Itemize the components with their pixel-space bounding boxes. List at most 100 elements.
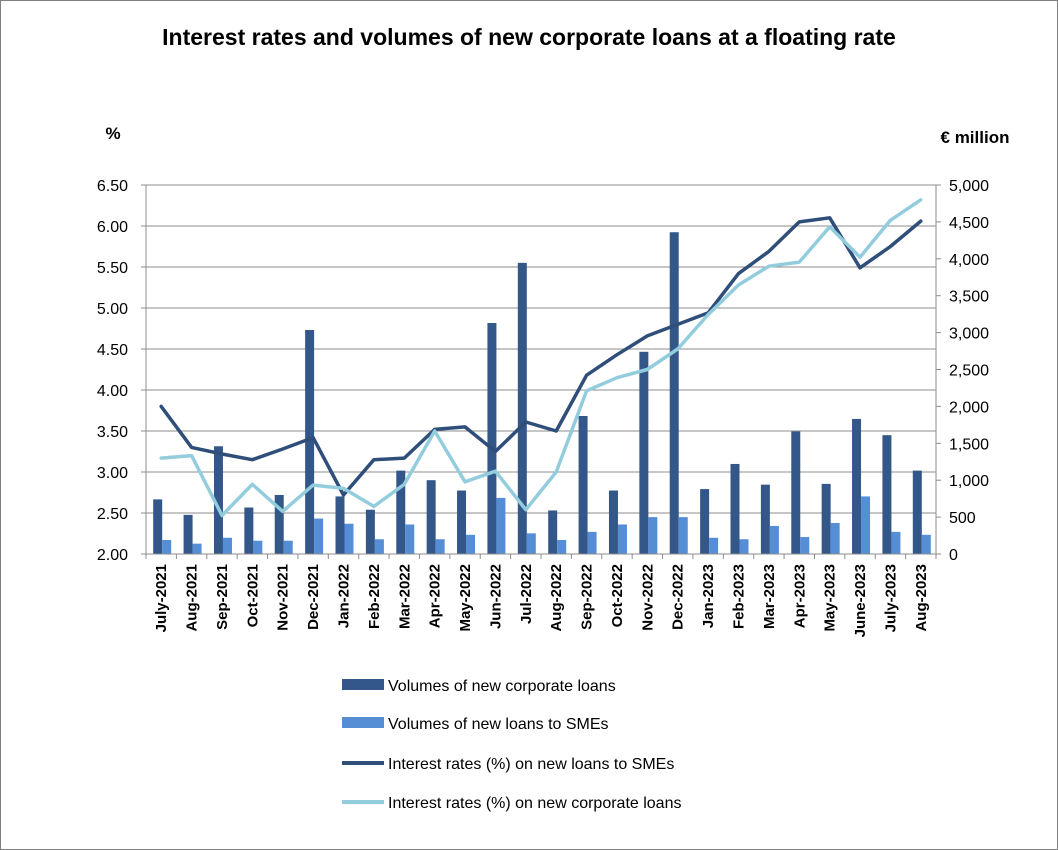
bar-corporate-volume [912, 470, 922, 554]
bar-corporate-volume [852, 418, 862, 554]
bar-corporate-volume [274, 494, 284, 554]
bar-corporate-volume [760, 484, 770, 554]
category-label: Aug-2022 [548, 564, 565, 632]
legend: Volumes of new corporate loans Volumes of… [342, 678, 681, 812]
category-label: Dec-2021 [305, 564, 322, 630]
bar-sme-volume [314, 518, 324, 554]
right-tick-label: 0 [949, 547, 958, 564]
chart-title: Interest rates and volumes of new corpor… [162, 24, 896, 50]
bar-corporate-volume [365, 509, 375, 554]
category-label: Mar-2022 [396, 564, 413, 629]
left-tick-label: 5.00 [97, 301, 128, 318]
category-label: May-2022 [457, 564, 474, 632]
bar-corporate-volume [548, 510, 558, 554]
bar-corporate-volume [213, 446, 223, 554]
bar-sme-volume [648, 517, 658, 554]
category-label: July-2021 [153, 564, 170, 632]
bar-corporate-volume [153, 499, 163, 554]
bar-corporate-volume [183, 514, 193, 554]
legend-label: Volumes of new loans to SMEs [388, 716, 609, 733]
left-tick-label: 4.50 [97, 342, 128, 359]
left-axis-unit: % [105, 124, 120, 143]
category-label: Aug-2023 [913, 564, 930, 632]
right-tick-label: 1,500 [949, 436, 989, 453]
axes [141, 184, 941, 559]
right-tick-label: 2,000 [949, 399, 989, 416]
right-tick-label: 3,500 [949, 289, 989, 306]
left-tick-label: 6.00 [97, 219, 128, 236]
bar-corporate-volume [700, 489, 710, 554]
bar-sme-volume [253, 540, 263, 554]
bar-sme-volume [374, 539, 384, 554]
line-sme-rate [159, 216, 923, 497]
bars [153, 232, 931, 554]
category-label: Sep-2021 [214, 564, 231, 630]
bar-corporate-volume [608, 490, 618, 554]
bar-corporate-volume [821, 483, 831, 554]
bar-corporate-volume [335, 496, 345, 554]
bar-sme-volume [830, 523, 840, 554]
left-tick-label: 2.00 [97, 547, 128, 564]
bar-sme-volume [466, 534, 476, 554]
bar-corporate-volume [396, 470, 406, 554]
right-tick-label: 3,000 [949, 326, 989, 343]
left-tick-label: 2.50 [97, 506, 128, 523]
category-label: Apr-2022 [427, 564, 444, 628]
category-label: June-2023 [852, 564, 869, 637]
left-tick-label: 3.50 [97, 424, 128, 441]
bar-sme-volume [800, 537, 810, 554]
right-tick-label: 4,500 [949, 215, 989, 232]
bar-corporate-volume [244, 507, 254, 554]
bar-corporate-volume [578, 415, 588, 554]
bar-sme-volume [557, 539, 567, 554]
category-label: Jul-2022 [518, 564, 535, 624]
right-tick-label: 5,000 [949, 178, 989, 195]
right-tick-label: 1,000 [949, 473, 989, 490]
bar-sme-volume [678, 517, 688, 554]
left-tick-label: 5.50 [97, 260, 128, 277]
series-lines [159, 198, 923, 518]
bar-sme-volume [769, 525, 779, 554]
bar-corporate-volume [457, 490, 467, 554]
bar-sme-volume [162, 539, 172, 554]
bar-corporate-volume [730, 463, 740, 554]
left-tick-label: 6.50 [97, 178, 128, 195]
category-label: Aug-2021 [184, 564, 201, 632]
bar-sme-volume [587, 531, 597, 554]
bar-sme-volume [526, 533, 536, 554]
bar-corporate-volume [669, 232, 679, 554]
bar-sme-volume [405, 524, 415, 554]
bar-sme-volume [891, 531, 901, 554]
bar-corporate-volume [517, 262, 527, 554]
bar-sme-volume [709, 537, 719, 554]
legend-swatch [342, 679, 384, 690]
category-label: July-2023 [882, 564, 899, 632]
category-label: Jan-2023 [700, 564, 717, 628]
bar-sme-volume [344, 523, 354, 554]
legend-label: Interest rates (%) on new loans to SMEs [388, 756, 674, 773]
legend-label: Volumes of new corporate loans [388, 678, 616, 695]
category-label: Dec-2022 [670, 564, 687, 630]
category-label: May-2023 [822, 564, 839, 632]
category-label: Sep-2022 [579, 564, 596, 630]
bar-corporate-volume [639, 351, 649, 554]
left-tick-label: 3.00 [97, 465, 128, 482]
category-label: Jun-2022 [487, 564, 504, 629]
bar-corporate-volume [791, 431, 801, 554]
bar-sme-volume [222, 537, 232, 554]
right-axis-unit: € million [941, 128, 1010, 147]
category-label: Feb-2023 [731, 564, 748, 629]
category-label: Mar-2023 [761, 564, 778, 629]
bar-corporate-volume [487, 323, 497, 554]
bar-corporate-volume [882, 435, 892, 554]
bar-corporate-volume [426, 480, 436, 554]
category-label: Oct-2021 [244, 564, 261, 627]
bar-sme-volume [739, 539, 749, 554]
line-corporate-rate [159, 198, 923, 518]
category-label: Nov-2021 [275, 564, 292, 631]
legend-label: Interest rates (%) on new corporate loan… [388, 795, 681, 812]
bar-sme-volume [617, 524, 627, 554]
category-label: Jan-2022 [336, 564, 353, 628]
